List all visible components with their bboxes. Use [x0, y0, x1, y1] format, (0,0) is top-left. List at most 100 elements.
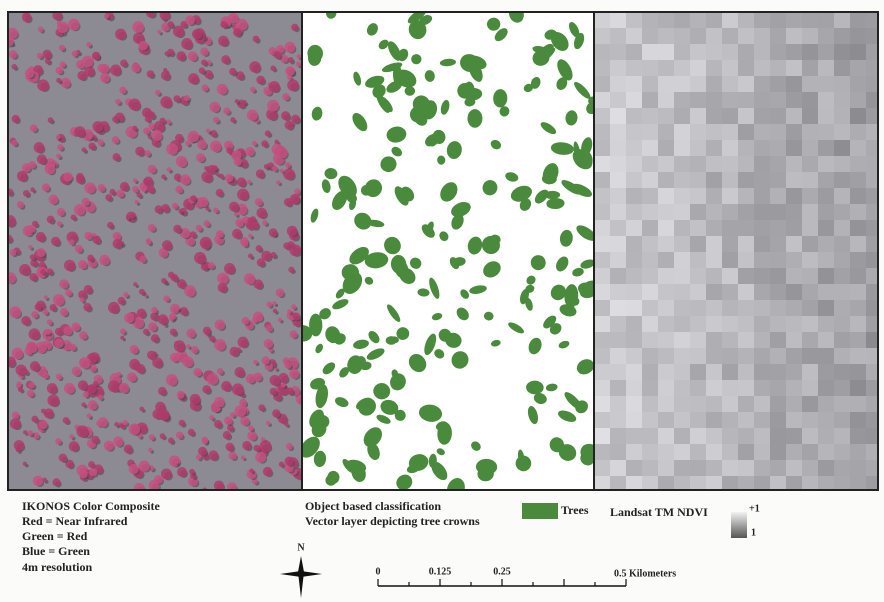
crown — [8, 36, 14, 47]
ndvi-pixel — [706, 108, 722, 124]
ndvi-pixel — [818, 220, 834, 236]
crown — [28, 328, 41, 340]
ndvi-pixel — [610, 252, 626, 268]
crown — [88, 461, 95, 468]
ndvi-pixel — [690, 284, 706, 300]
crown — [210, 140, 222, 153]
crown — [46, 319, 53, 326]
ndvi-pixel — [818, 188, 834, 204]
crown — [36, 52, 43, 59]
tree-crown — [368, 330, 380, 344]
ndvi-pixel — [594, 140, 610, 156]
ndvi-pixel — [706, 268, 722, 284]
ndvi-pixel — [818, 348, 834, 364]
ndvi-pixel — [738, 204, 754, 220]
scale-bar: 0 0.125 0.25 0.5 Kilometers — [376, 566, 676, 587]
ndvi-image — [594, 12, 878, 490]
crown — [268, 228, 278, 237]
crown — [81, 55, 94, 68]
tree-crown — [446, 141, 462, 159]
ndvi-pixel — [786, 380, 802, 396]
crown — [124, 312, 135, 324]
ndvi-pixel — [754, 396, 770, 412]
ndvi-pixel — [642, 44, 658, 60]
ndvi-pixel — [754, 252, 770, 268]
crown — [126, 215, 131, 220]
crown — [130, 213, 135, 219]
ndvi-pixel — [818, 396, 834, 412]
crown — [281, 111, 291, 121]
crown — [118, 382, 130, 394]
tree-crown — [469, 285, 487, 294]
crown — [256, 75, 266, 85]
crown — [117, 296, 126, 305]
crown — [97, 417, 109, 428]
tree-crown — [373, 383, 391, 400]
crown — [56, 207, 65, 217]
ndvi-pixel — [850, 460, 866, 476]
crown — [32, 432, 40, 439]
ndvi-pixel — [706, 364, 722, 380]
ndvi-pixel — [786, 172, 802, 188]
ndvi-pixel — [770, 12, 786, 28]
crown — [198, 196, 209, 208]
crown — [209, 101, 221, 113]
tree-crown — [559, 229, 573, 247]
ndvi-pixel — [770, 284, 786, 300]
ndvi-pixel — [754, 460, 770, 476]
ndvi-pixel — [674, 172, 690, 188]
crown — [210, 129, 218, 138]
crown — [242, 440, 252, 451]
crown — [48, 194, 59, 205]
tree-crown — [545, 383, 558, 392]
caption-line: Vector layer depicting tree crowns — [305, 514, 480, 528]
ndvi-pixel — [754, 28, 770, 44]
crown — [87, 134, 93, 140]
crown — [283, 242, 291, 250]
crown — [215, 230, 224, 238]
ndvi-pixel — [706, 188, 722, 204]
crown — [107, 380, 120, 393]
arrow-ew — [280, 571, 322, 577]
crown — [16, 201, 25, 209]
tree-crown — [532, 46, 553, 56]
ndvi-max: +1 — [749, 503, 760, 514]
ndvi-pixel — [610, 156, 626, 172]
ndvi-pixel — [754, 348, 770, 364]
crown — [202, 385, 211, 394]
ndvi-pixel — [658, 412, 674, 428]
ndvi-pixel — [642, 316, 658, 332]
ndvi-pixel — [658, 172, 674, 188]
ndvi-pixel — [658, 428, 674, 444]
crown — [81, 197, 90, 206]
crown — [277, 317, 283, 322]
tree-crown — [519, 288, 529, 305]
ndvi-pixel — [866, 252, 878, 268]
crown — [22, 189, 30, 197]
ndvi-pixel — [754, 236, 770, 252]
ndvi-pixel — [818, 252, 834, 268]
crown — [240, 455, 246, 460]
crown — [186, 328, 196, 338]
ndvi-pixel — [834, 204, 850, 220]
ndvi-pixel — [674, 268, 690, 284]
ndvi-pixel — [866, 124, 878, 140]
crown — [254, 198, 263, 207]
ndvi-pixel — [866, 380, 878, 396]
crown — [113, 436, 124, 447]
ndvi-pixel — [802, 236, 818, 252]
crown — [79, 297, 85, 303]
ndvi-pixel — [594, 444, 610, 460]
ndvi-pixel — [738, 12, 754, 28]
crown — [253, 444, 261, 452]
ndvi-pixel — [706, 140, 722, 156]
tree-crown — [510, 185, 532, 202]
crown — [233, 27, 242, 37]
crown — [132, 316, 145, 329]
crown — [123, 292, 129, 298]
crown — [138, 288, 145, 295]
crown — [128, 463, 139, 475]
crown — [250, 86, 256, 93]
crown — [271, 165, 278, 172]
crown — [287, 79, 299, 92]
